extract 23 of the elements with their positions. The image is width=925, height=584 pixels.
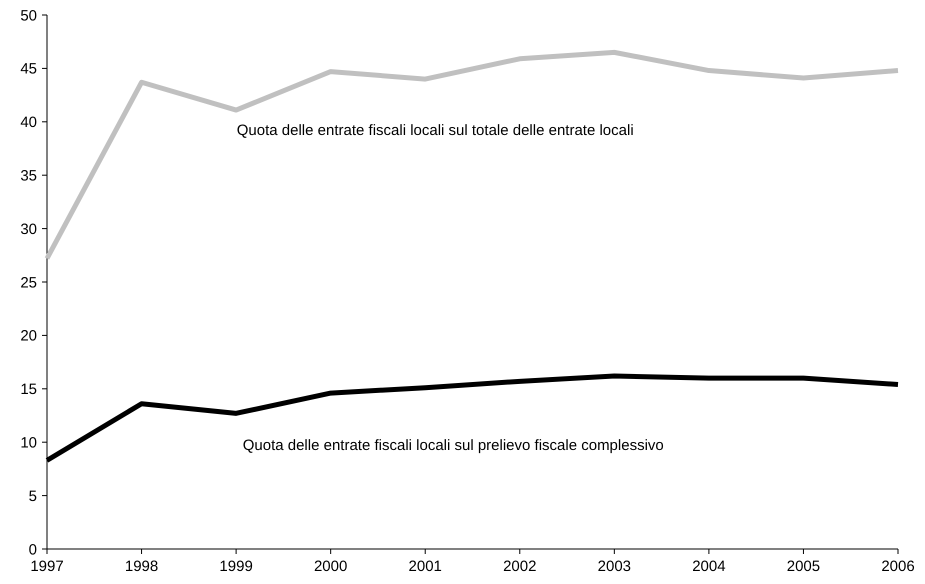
x-tick-label: 2003 (598, 558, 632, 575)
x-tick-label: 2006 (881, 558, 915, 575)
x-tick-label: 1999 (219, 558, 253, 575)
x-tick-label: 2005 (786, 558, 820, 575)
x-tick-label: 2004 (692, 558, 726, 575)
y-tick-label: 40 (20, 114, 37, 132)
x-tick-label: 2000 (314, 558, 348, 575)
series-label: Quota delle entrate fiscali locali sul prelievo fiscale complessivo (242, 437, 664, 454)
x-tick-label: 2001 (408, 558, 442, 575)
y-tick-label: 20 (20, 328, 37, 345)
y-tick-label: 10 (20, 434, 37, 452)
y-tick-label: 30 (20, 220, 37, 238)
y-tick-label: 25 (20, 274, 37, 292)
y-tick-label: 45 (20, 60, 37, 78)
y-tick-label: 0 (28, 541, 37, 558)
y-tick-label: 50 (20, 7, 37, 24)
x-tick-label: 2002 (503, 558, 536, 575)
series-label: Quota delle entrate fiscali locali sul totale delle entrate locali (236, 122, 634, 140)
y-tick-label: 35 (20, 167, 37, 184)
y-tick-label: 5 (28, 488, 37, 505)
x-tick-label: 1997 (30, 558, 64, 575)
x-tick-label: 1998 (124, 558, 158, 575)
y-tick-label: 15 (20, 381, 37, 398)
